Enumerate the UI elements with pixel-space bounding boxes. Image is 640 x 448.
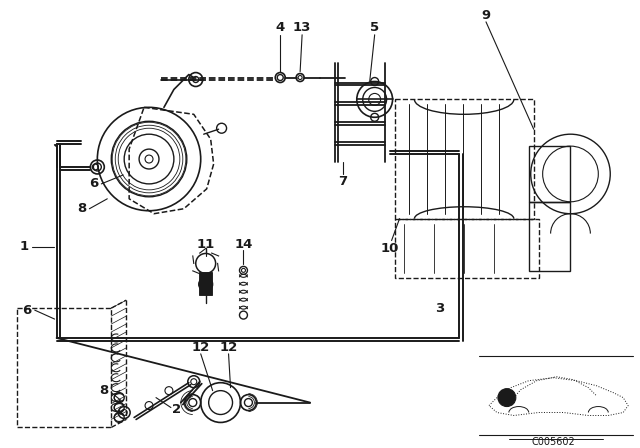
Bar: [394, 99, 534, 219]
Text: 12: 12: [220, 341, 237, 354]
Text: 8: 8: [77, 202, 86, 215]
Text: 9: 9: [481, 9, 490, 22]
Text: 11: 11: [196, 238, 215, 251]
Text: 12: 12: [191, 341, 210, 354]
Circle shape: [199, 277, 212, 291]
Bar: [529, 146, 570, 202]
Circle shape: [498, 389, 516, 406]
Text: 5: 5: [370, 22, 380, 34]
Text: C005602: C005602: [532, 437, 575, 448]
Text: 14: 14: [234, 238, 253, 251]
Bar: [200, 273, 212, 295]
Text: 8: 8: [100, 384, 109, 397]
Bar: [17, 308, 111, 427]
Text: 6: 6: [89, 177, 98, 190]
Text: 1: 1: [19, 240, 28, 253]
Text: 3: 3: [435, 302, 444, 314]
Bar: [529, 202, 570, 271]
Text: 7: 7: [339, 176, 348, 189]
Text: 4: 4: [276, 22, 285, 34]
Text: 6: 6: [22, 304, 31, 317]
Text: 13: 13: [293, 22, 311, 34]
Bar: [394, 219, 539, 278]
Text: 10: 10: [380, 242, 399, 255]
Bar: [200, 273, 212, 295]
Text: 2: 2: [172, 403, 181, 416]
